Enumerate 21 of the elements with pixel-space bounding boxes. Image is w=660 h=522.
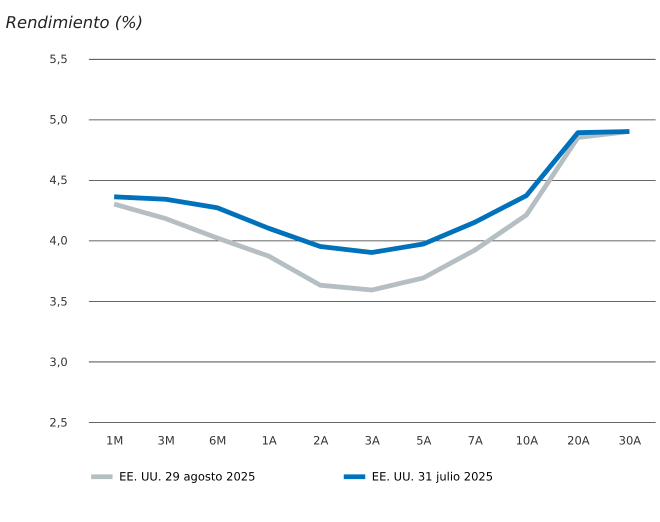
chart-title: Rendimiento (%) — [6, 13, 144, 32]
x-tick-label: 7A — [468, 434, 484, 448]
y-tick-label: 2,5 — [49, 415, 68, 430]
x-tick-label: 5A — [416, 434, 432, 448]
x-tick-label: 3M — [158, 434, 175, 448]
x-tick-label: 30A — [618, 434, 642, 448]
x-tick-label: 1A — [262, 434, 277, 448]
y-tick-label: 5,0 — [49, 112, 68, 127]
y-tick-label: 3,0 — [49, 354, 68, 369]
y-tick-label: 5,5 — [49, 52, 68, 66]
x-tick-label: 20A — [567, 434, 590, 448]
y-tick-label: 4,0 — [49, 234, 68, 248]
legend-label: EE. UU. 29 agosto 2025 — [119, 470, 256, 484]
x-tick-label: 10A — [516, 434, 538, 448]
legend-label: EE. UU. 31 julio 2025 — [372, 470, 494, 484]
y-tick-label: 3,5 — [49, 294, 68, 308]
x-tick-label: 1M — [106, 434, 124, 448]
y-tick-label: 4,5 — [49, 173, 68, 188]
x-tick-label: 2A — [313, 434, 328, 448]
x-tick-label: 6M — [209, 434, 226, 448]
x-tick-label: 3A — [364, 434, 380, 448]
